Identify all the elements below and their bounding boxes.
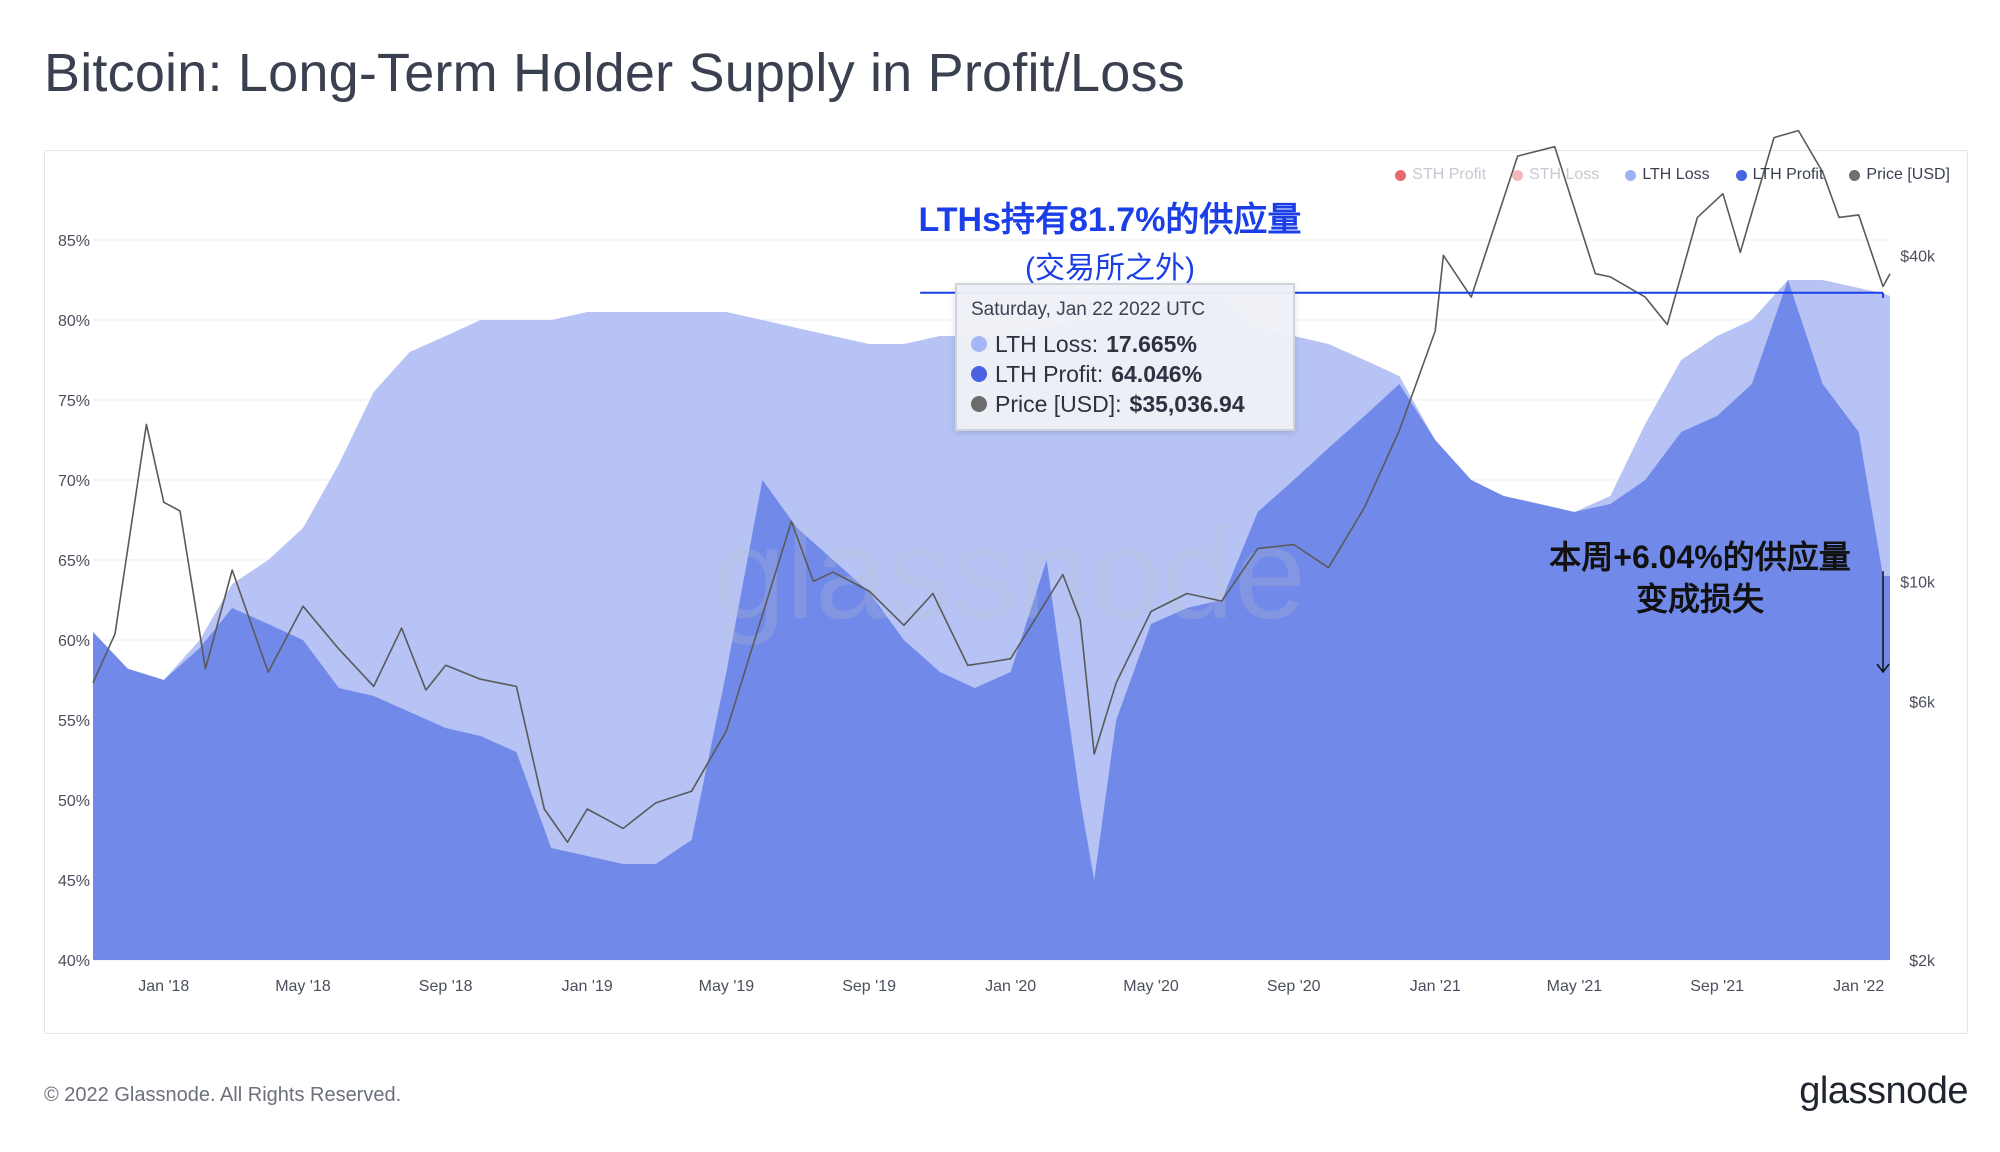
annotation-weekly-change: 本周+6.04%的供应量 变成损失 [1500,536,1900,620]
legend-label: Price [USD] [1866,166,1950,183]
tooltip-price-value: $35,036.94 [1129,391,1245,417]
copyright-notice: © 2022 Glassnode. All Rights Reserved. [44,1084,402,1106]
legend-item-sth-profit[interactable]: STH Profit [1395,166,1486,184]
chart-tooltip: Saturday, Jan 22 2022 UTC LTH Loss: 17.6… [955,283,1295,431]
y-right-tick-label: $10k [1900,574,1936,591]
glassnode-logo[interactable]: glassnode [1799,1070,1968,1112]
y-left-tick-label: 50% [58,793,90,810]
annotation-lth-share: LTHs持有81.7%的供应量 (交易所之外) [880,192,1340,287]
tooltip-lth-loss-value: 17.665% [1106,331,1197,357]
axes: 40% 45% 50% 55% 60% 65% 70% 75% 80% 85% $2k $6k $10k… [58,233,1936,995]
annotation-lth-share-line1: LTHs持有81.7%的供应量 [918,201,1302,239]
x-tick-label: Jan '18 [138,978,189,995]
legend-item-price-usd[interactable]: Price [USD] [1849,166,1950,184]
x-tick-label: Jan '21 [1410,978,1461,995]
x-tick-label: Jan '22 [1833,978,1884,995]
x-tick-label: May '18 [275,978,331,995]
y-left-tick-label: 85% [58,233,90,250]
legend-dot-icon [1849,169,1861,181]
x-tick-label: Jan '19 [562,978,613,995]
tooltip-price-dot [971,396,987,412]
x-tick-label: May '20 [1123,978,1179,995]
chart-frame [44,150,1968,1034]
y-right-tick-label: $6k [1909,695,1936,712]
price-series [92,129,1891,843]
annotation-weekly-change-line2: 变成损失 [1635,581,1764,617]
legend-label: STH Loss [1529,166,1600,183]
tooltip-lth-loss-label: LTH Loss: [995,331,1099,357]
tooltip-lth-profit-dot [971,366,987,382]
x-tick-label: Sep '21 [1690,978,1744,995]
series-price-line [92,129,1891,843]
watermark: glassnode [714,500,1307,646]
tooltip-lth-loss-dot [971,336,987,352]
page-title: Bitcoin: Long-Term Holder Supply in Prof… [44,43,1185,103]
tooltip-row-price: Price [USD]: $35,036.94 [971,389,1281,419]
series-lth-profit-area [93,280,1890,960]
change-arrow-head [1876,663,1890,674]
x-tick-label: Sep '18 [419,978,473,995]
legend-label: LTH Profit [1752,166,1824,183]
y-left-tick-label: 70% [58,473,90,490]
tooltip-row-lth-loss: LTH Loss: 17.665% [971,329,1281,359]
legend-dot-icon [1395,169,1407,181]
y-left-tick-label: 60% [58,633,90,650]
tooltip-price-label: Price [USD]: [995,391,1122,417]
x-tick-label: May '19 [699,978,755,995]
legend-item-sth-loss[interactable]: STH Loss [1512,166,1599,184]
legend-dot-icon [1512,169,1524,181]
y-left-tick-label: 55% [58,713,90,730]
area-series [93,280,1890,960]
legend-label: STH Profit [1412,166,1487,183]
tooltip-date: Saturday, Jan 22 2022 UTC [971,299,1206,320]
legend-label: LTH Loss [1642,166,1710,183]
x-tick-label: Jan '20 [985,978,1036,995]
legend-dot-icon [1735,169,1747,181]
tooltip-lth-profit-value: 64.046% [1111,361,1203,387]
y-left-tick-label: 40% [58,953,90,970]
legend-item-lth-loss[interactable]: LTH Loss [1625,166,1710,184]
y-left-tick-label: 45% [58,873,90,890]
legend-item-lth-profit[interactable]: LTH Profit [1735,166,1824,184]
tooltip-row-lth-profit: LTH Profit: 64.046% [971,359,1281,389]
annotation-weekly-change-line1: 本周+6.04%的供应量 [1549,539,1851,575]
tooltip-lth-profit-label: LTH Profit: [995,361,1104,387]
legend: STH Profit STH Loss LTH Loss LTH Profit Pric… [1395,166,1950,184]
y-right-tick-label: $40k [1900,248,1936,265]
x-tick-label: Sep '20 [1267,978,1321,995]
legend-dot-icon [1625,169,1637,181]
y-left-tick-label: 65% [58,553,90,570]
y-left-tick-label: 80% [58,313,90,330]
x-tick-label: Sep '19 [842,978,896,995]
annotation-lth-share-line2: (交易所之外) [1025,252,1195,285]
y-right-tick-label: $2k [1909,953,1936,970]
x-tick-label: May '21 [1547,978,1603,995]
y-left-tick-label: 75% [58,393,90,410]
